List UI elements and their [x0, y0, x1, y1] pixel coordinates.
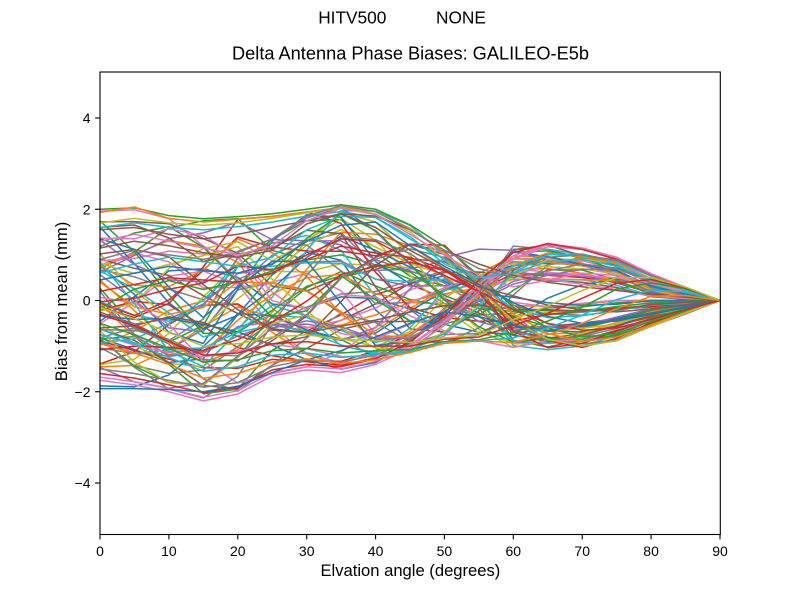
- svg-text:10: 10: [161, 543, 177, 559]
- svg-text:−4: −4: [75, 475, 91, 491]
- svg-text:50: 50: [437, 543, 453, 559]
- svg-text:80: 80: [643, 543, 659, 559]
- svg-text:90: 90: [712, 543, 728, 559]
- svg-text:Delta Antenna Phase Biases: GA: Delta Antenna Phase Biases: GALILEO-E5b: [232, 43, 589, 63]
- svg-text:30: 30: [299, 543, 315, 559]
- svg-text:Bias from mean (mm): Bias from mean (mm): [52, 222, 71, 382]
- svg-text:NONE: NONE: [436, 8, 486, 28]
- svg-text:20: 20: [230, 543, 246, 559]
- svg-text:4: 4: [83, 110, 91, 126]
- svg-text:0: 0: [96, 543, 104, 559]
- svg-text:2: 2: [83, 201, 91, 217]
- svg-text:0: 0: [83, 293, 91, 309]
- svg-text:HITV500: HITV500: [318, 8, 386, 28]
- svg-text:40: 40: [368, 543, 384, 559]
- svg-text:70: 70: [574, 543, 590, 559]
- svg-text:Elvation angle (degrees): Elvation angle (degrees): [320, 561, 500, 580]
- svg-text:−2: −2: [75, 384, 91, 400]
- svg-text:60: 60: [506, 543, 522, 559]
